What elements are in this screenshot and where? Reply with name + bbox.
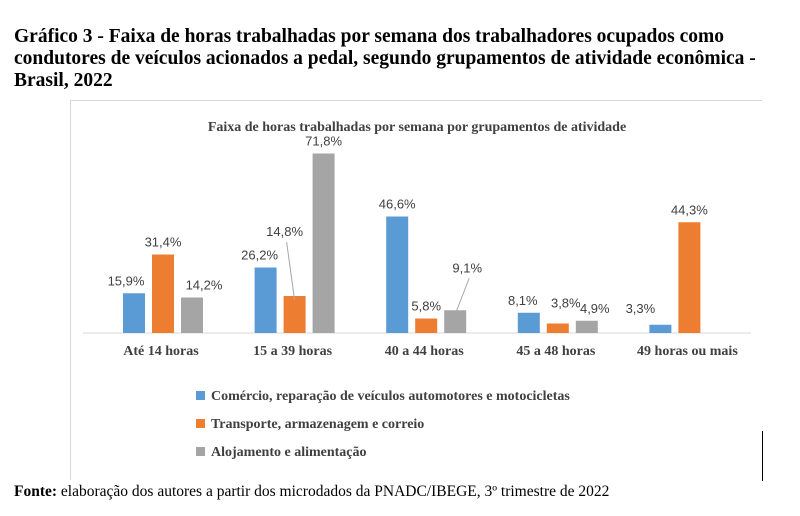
x-tick-label: 40 a 44 horas — [385, 344, 465, 359]
data-labels-group: 15,9% 31,4% 14,2% 26,2% 14,8% 71,8% 46,6% 5,8% 9… — [108, 134, 709, 316]
x-tick-labels-group: Até 14 horas 15 a 39 horas 40 a 44 horas 45… — [123, 344, 738, 359]
legend-swatch-2 — [196, 419, 205, 428]
data-label: 71,8% — [305, 134, 342, 149]
data-label: 14,8% — [266, 224, 303, 239]
legend: Comércio, reparação de veículos automoto… — [196, 389, 570, 460]
data-label: 5,8% — [411, 299, 441, 314]
bar-1-4 — [517, 312, 540, 333]
legend-label-1: Comércio, reparação de veículos automoto… — [211, 389, 570, 404]
data-label: 46,6% — [379, 197, 416, 212]
data-label: 15,9% — [108, 273, 145, 288]
x-tick-label: Até 14 horas — [123, 344, 199, 359]
leader-line — [454, 278, 470, 315]
bar-1-1 — [123, 293, 145, 333]
data-label: 4,9% — [580, 301, 610, 316]
x-tick-label: 15 a 39 horas — [253, 344, 333, 359]
bar-3-3 — [444, 310, 467, 333]
bar-2-4 — [546, 323, 569, 333]
bar-2-5 — [678, 222, 701, 333]
bar-2-1 — [152, 254, 174, 333]
bar-3-4 — [575, 320, 598, 333]
data-label: 9,1% — [452, 260, 482, 275]
source-text: elaboração dos autores a partir dos micr… — [57, 483, 610, 500]
data-label: 31,4% — [145, 235, 182, 250]
legend-label-3: Alojamento e alimentação — [211, 445, 367, 460]
legend-label-2: Transporte, armazenagem e correio — [211, 417, 424, 432]
bar-1-5 — [649, 324, 672, 333]
chart-title: Faixa de horas trabalhadas por semana po… — [208, 120, 626, 135]
legend-swatch-1 — [196, 391, 205, 400]
bars-group — [123, 153, 701, 333]
bar-1-2 — [254, 267, 277, 333]
chart-svg: Faixa de horas trabalhadas por semana po… — [83, 120, 751, 460]
x-tick-label: 45 a 48 horas — [516, 344, 596, 359]
bar-1-3 — [386, 216, 409, 333]
bar-2-2 — [283, 296, 306, 333]
data-label: 14,2% — [186, 278, 223, 293]
bar-2-3 — [415, 318, 438, 333]
chart-area: Faixa de horas trabalhadas por semana po… — [70, 100, 763, 481]
x-tick-label: 49 horas ou mais — [637, 344, 738, 359]
data-label: 3,3% — [626, 301, 656, 316]
data-label: 44,3% — [671, 202, 708, 217]
source-label: Fonte: — [14, 483, 58, 500]
bar-3-2 — [312, 153, 335, 333]
data-label: 8,1% — [508, 293, 538, 308]
leader-line — [286, 241, 296, 301]
legend-swatch-3 — [196, 447, 205, 456]
figure-title: Gráfico 3 - Faixa de horas trabalhadas p… — [14, 26, 756, 91]
data-label: 26,2% — [241, 248, 278, 263]
source-note: Fonte: elaboração dos autores a partir d… — [14, 483, 609, 501]
bar-3-1 — [181, 297, 203, 333]
data-label: 3,8% — [551, 296, 581, 311]
